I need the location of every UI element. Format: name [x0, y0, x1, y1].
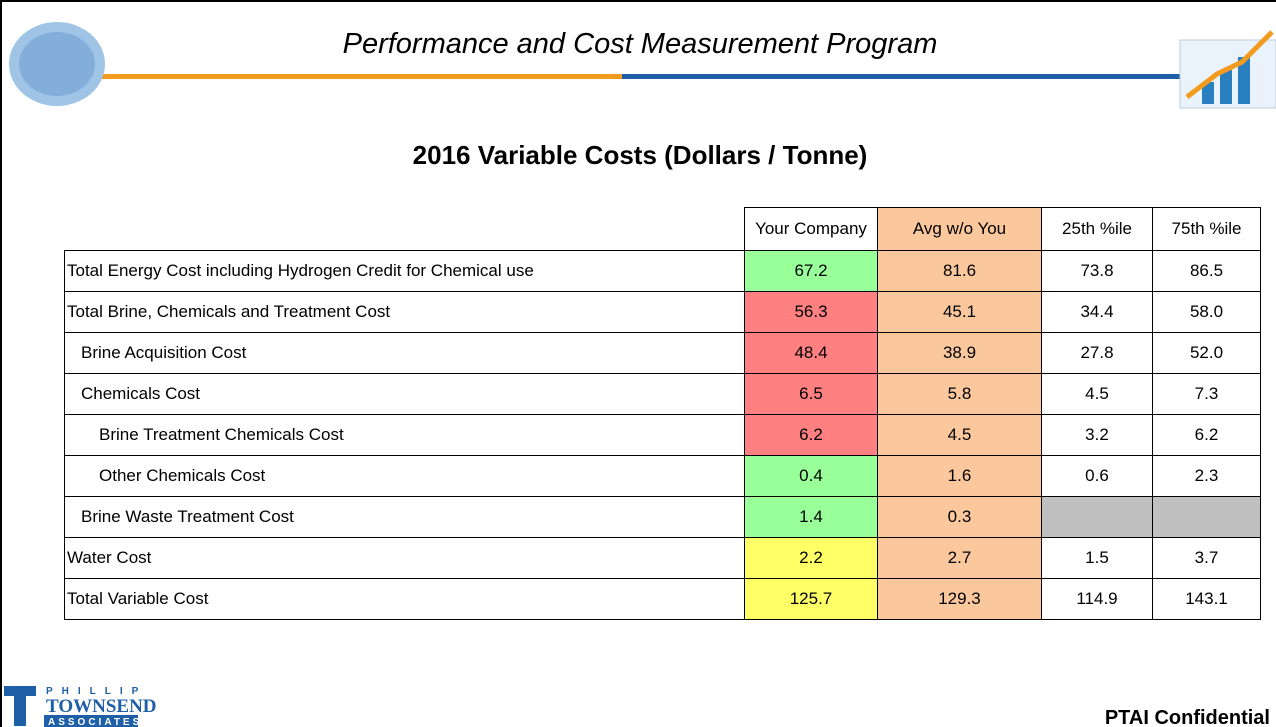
- table-row: Water Cost 2.2 2.7 1.5 3.7: [64, 537, 1261, 579]
- value-cell: 6.5: [744, 373, 878, 415]
- value-cell: 4.5: [877, 414, 1042, 456]
- corner-cell: [65, 208, 745, 251]
- logo-line2: TOWNSEND: [46, 696, 157, 717]
- row-label: Brine Treatment Chemicals Cost: [64, 414, 745, 456]
- row-label: Total Brine, Chemicals and Treatment Cos…: [64, 291, 745, 333]
- value-cell: 2.7: [877, 537, 1042, 579]
- value-cell: 48.4: [744, 332, 878, 374]
- header-rule-accent: [62, 74, 622, 79]
- chart-icon-arrow: [1185, 30, 1274, 99]
- value-cell: 114.9: [1041, 578, 1153, 620]
- value-cell: 2.2: [744, 537, 878, 579]
- table-row: Brine Acquisition Cost 48.4 38.9 27.8 52.0: [64, 332, 1261, 374]
- value-cell: 67.2: [744, 250, 878, 292]
- value-cell: 7.3: [1152, 373, 1261, 415]
- chart-icon-bar: [1202, 82, 1214, 104]
- value-cell: 4.5: [1041, 373, 1153, 415]
- column-header: Avg w/o You: [877, 207, 1042, 251]
- value-cell: 56.3: [744, 291, 878, 333]
- table-row: Total Brine, Chemicals and Treatment Cos…: [64, 291, 1261, 333]
- value-cell: 143.1: [1152, 578, 1261, 620]
- value-cell: 27.8: [1041, 332, 1153, 374]
- header-title: Performance and Cost Measurement Program: [342, 28, 938, 60]
- value-cell: 0.6: [1041, 455, 1153, 497]
- value-cell: 0.3: [877, 496, 1042, 538]
- value-cell: 1.4: [744, 496, 878, 538]
- value-cell: 45.1: [877, 291, 1042, 333]
- table-row: Total Energy Cost including Hydrogen Cre…: [64, 250, 1261, 292]
- value-cell: 6.2: [744, 414, 878, 456]
- logo-mark: [4, 686, 36, 726]
- value-cell: [1041, 496, 1153, 538]
- chart-icon-bar: [1220, 70, 1232, 104]
- row-label: Brine Waste Treatment Cost: [64, 496, 745, 538]
- value-cell: 58.0: [1152, 291, 1261, 333]
- value-cell: 5.8: [877, 373, 1042, 415]
- value-cell: 86.5: [1152, 250, 1261, 292]
- table-row: Chemicals Cost 6.5 5.8 4.5 7.3: [64, 373, 1261, 415]
- slide-title: 2016 Variable Costs (Dollars / Tonne): [412, 140, 868, 170]
- chart-icon-bar: [1238, 57, 1250, 104]
- header-rule: [62, 74, 1212, 79]
- value-cell: 1.5: [1041, 537, 1153, 579]
- value-cell: 73.8: [1041, 250, 1153, 292]
- value-cell: 0.4: [744, 455, 878, 497]
- header-graphics: [9, 22, 1276, 109]
- column-header: Your Company: [744, 207, 878, 251]
- column-header: 75th %ile: [1152, 207, 1261, 251]
- value-cell: 125.7: [744, 578, 878, 620]
- row-label: Other Chemicals Cost: [64, 455, 745, 497]
- table-row: Brine Waste Treatment Cost 1.4 0.3: [64, 496, 1261, 538]
- value-cell: 34.4: [1041, 291, 1153, 333]
- value-cell: 2.3: [1152, 455, 1261, 497]
- value-cell: 81.6: [877, 250, 1042, 292]
- logo-line3: ASSOCIATES: [48, 717, 142, 727]
- logo-line1: PHILLIP: [46, 686, 147, 697]
- logo-band: [44, 715, 138, 727]
- company-logo: PHILLIP TOWNSEND ASSOCIATES: [4, 686, 157, 727]
- column-header: 25th %ile: [1041, 207, 1153, 251]
- value-cell: [1152, 496, 1261, 538]
- row-label: Total Variable Cost: [64, 578, 745, 620]
- value-cell: 52.0: [1152, 332, 1261, 374]
- value-cell: 38.9: [877, 332, 1042, 374]
- header-row: Your Company Avg w/o You 25th %ile 75th %il…: [65, 207, 1261, 251]
- globe-logo-inner: [19, 32, 95, 96]
- value-cell: 1.6: [877, 455, 1042, 497]
- value-cell: 3.2: [1041, 414, 1153, 456]
- value-cell: 6.2: [1152, 414, 1261, 456]
- row-label: Total Energy Cost including Hydrogen Cre…: [64, 250, 745, 292]
- row-label: Brine Acquisition Cost: [64, 332, 745, 374]
- value-cell: 3.7: [1152, 537, 1261, 579]
- row-label: Water Cost: [64, 537, 745, 579]
- footer: PTAI Confidential: [1104, 707, 1270, 727]
- table-row: Brine Treatment Chemicals Cost 6.2 4.5 3.2 6…: [64, 414, 1261, 456]
- value-cell: 129.3: [877, 578, 1042, 620]
- table-row: Total Variable Cost 125.7 129.3 114.9 143.1: [64, 578, 1261, 620]
- table-row: Other Chemicals Cost 0.4 1.6 0.6 2.3: [64, 455, 1261, 497]
- row-label: Chemicals Cost: [64, 373, 745, 415]
- cost-table: Your Company Avg w/o You 25th %ile 75th %il…: [64, 207, 1261, 620]
